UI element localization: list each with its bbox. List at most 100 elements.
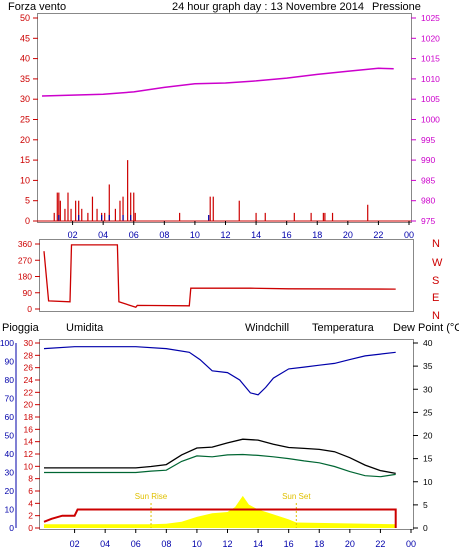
time-tick-label: 16 — [284, 539, 294, 549]
pioggia-axis-tick-label: 16 — [24, 424, 34, 434]
pressure-axis-tick-label: 1015 — [421, 54, 440, 64]
pioggia-axis-tick-label: 28 — [24, 350, 34, 360]
temperature-axis-tick-label: 25 — [423, 407, 433, 417]
umidita-axis-tick-label: 40 — [5, 449, 15, 459]
wind-axis-tick-label: 40 — [20, 54, 30, 64]
pioggia-axis-tick-label: 20 — [24, 400, 34, 410]
time-tick-label: 20 — [345, 539, 355, 549]
time-tick-label: 14 — [251, 230, 261, 240]
dew-point-line — [44, 453, 396, 478]
time-tick-label: 10 — [192, 539, 202, 549]
pioggia-axis-tick-label: 26 — [24, 363, 34, 373]
temperature-axis-tick-label: 15 — [423, 454, 433, 464]
compass-label: S — [432, 275, 439, 287]
pioggia-axis-tick-label: 18 — [24, 412, 34, 422]
time-tick-label: 14 — [253, 539, 263, 549]
wind-axis-tick-label: 5 — [25, 196, 30, 206]
pioggia-axis-tick-label: 4 — [28, 498, 33, 508]
panel-temperature — [39, 339, 414, 530]
legend-temperatura: Temperatura — [312, 322, 375, 334]
time-tick-label: 06 — [129, 230, 139, 240]
time-tick-label: 22 — [375, 539, 385, 549]
time-tick-label: 18 — [312, 230, 322, 240]
legend-umidita: Umidita — [66, 322, 104, 334]
direction-axis-tick-label: 180 — [18, 272, 32, 282]
pioggia-axis-tick-label: 22 — [24, 387, 34, 397]
umidita-axis-tick-label: 60 — [5, 412, 15, 422]
wind-axis-tick-label: 30 — [20, 94, 30, 104]
umidita-axis-tick-label: 10 — [5, 505, 15, 515]
umidita-axis-tick-label: 30 — [5, 468, 15, 478]
time-tick-label: 08 — [159, 230, 169, 240]
temperature-axis-tick-label: 30 — [423, 384, 433, 394]
rain-line — [43, 508, 397, 528]
pressure-axis-tick-label: 1000 — [421, 115, 440, 125]
wind-axis-tick-label: 15 — [20, 155, 30, 165]
pressure-axis-tick-label: 1020 — [421, 33, 440, 43]
pressure-axis-tick-label: 995 — [421, 135, 435, 145]
legend-windchill: Windchill — [245, 322, 289, 334]
pressure-axis-tick-label: 985 — [421, 175, 435, 185]
wind-axis-tick-label: 45 — [20, 33, 30, 43]
umidita-axis-tick-label: 0 — [9, 523, 14, 533]
time-tick-label: 02 — [68, 230, 78, 240]
time-tick-label: 00 — [404, 230, 414, 240]
wind-direction-line — [43, 244, 396, 308]
time-tick-label: 08 — [161, 539, 171, 549]
pioggia-axis-tick-label: 2 — [28, 511, 33, 521]
graph-title: 24 hour graph day : 13 Novembre 2014 — [172, 1, 364, 13]
time-tick-label: 18 — [314, 539, 324, 549]
pioggia-axis-tick-label: 24 — [24, 375, 34, 385]
wind-force-label: Forza vento — [8, 1, 66, 13]
time-tick-label: 02 — [70, 539, 80, 549]
wind-axis-tick-label: 25 — [20, 115, 30, 125]
direction-axis-tick-label: 0 — [27, 304, 32, 314]
time-tick-label: 22 — [373, 230, 383, 240]
time-tick-label: 00 — [406, 539, 416, 549]
sun-rise-label: Sun Rise — [135, 492, 168, 501]
panel-wind-direction — [39, 239, 414, 312]
pioggia-axis-tick-label: 14 — [24, 437, 34, 447]
temperature-axis-tick-label: 40 — [423, 338, 433, 348]
direction-axis-tick-label: 270 — [18, 255, 32, 265]
pioggia-axis-tick-label: 8 — [28, 474, 33, 484]
umidita-axis-tick-label: 100 — [0, 338, 14, 348]
compass-label: W — [432, 257, 443, 269]
pressure-axis-tick-label: 1025 — [421, 13, 440, 23]
umidita-axis-tick-label: 20 — [5, 486, 15, 496]
direction-axis-tick-label: 90 — [23, 288, 33, 298]
pioggia-axis-tick-label: 12 — [24, 449, 34, 459]
compass-label: E — [432, 292, 439, 304]
time-tick-label: 16 — [282, 230, 292, 240]
umidita-axis-tick-label: 70 — [5, 394, 15, 404]
wind-axis-tick-label: 20 — [20, 135, 30, 145]
wind-axis-tick-label: 10 — [20, 175, 30, 185]
time-tick-label: 12 — [220, 230, 230, 240]
pressure-label: Pressione — [372, 1, 421, 13]
temperature-axis-tick-label: 20 — [423, 431, 433, 441]
panel-wind-pressure — [37, 13, 412, 223]
time-tick-label: 20 — [343, 230, 353, 240]
wind-axis-tick-label: 0 — [25, 216, 30, 226]
pioggia-axis-tick-label: 10 — [24, 461, 34, 471]
temperature-line — [44, 438, 396, 475]
pressure-line — [41, 67, 394, 97]
compass-label: N — [432, 238, 440, 250]
wind-axis-tick-label: 35 — [20, 74, 30, 84]
wind-axis-tick-label: 50 — [20, 13, 30, 23]
temperature-axis-tick-label: 5 — [423, 500, 428, 510]
pressure-axis-tick-label: 975 — [421, 216, 435, 226]
pressure-axis-tick-label: 1005 — [421, 94, 440, 104]
direction-axis-tick-label: 360 — [18, 239, 32, 249]
pressure-axis-tick-label: 990 — [421, 155, 435, 165]
pioggia-axis-tick-label: 30 — [24, 338, 34, 348]
umidita-axis-tick-label: 90 — [5, 357, 15, 367]
solar-radiation-area — [44, 495, 396, 528]
pressure-axis-tick-label: 980 — [421, 196, 435, 206]
umidita-axis-tick-label: 80 — [5, 375, 15, 385]
time-tick-label: 12 — [222, 539, 232, 549]
time-tick-label: 04 — [100, 539, 110, 549]
umidita-axis-tick-label: 50 — [5, 431, 15, 441]
